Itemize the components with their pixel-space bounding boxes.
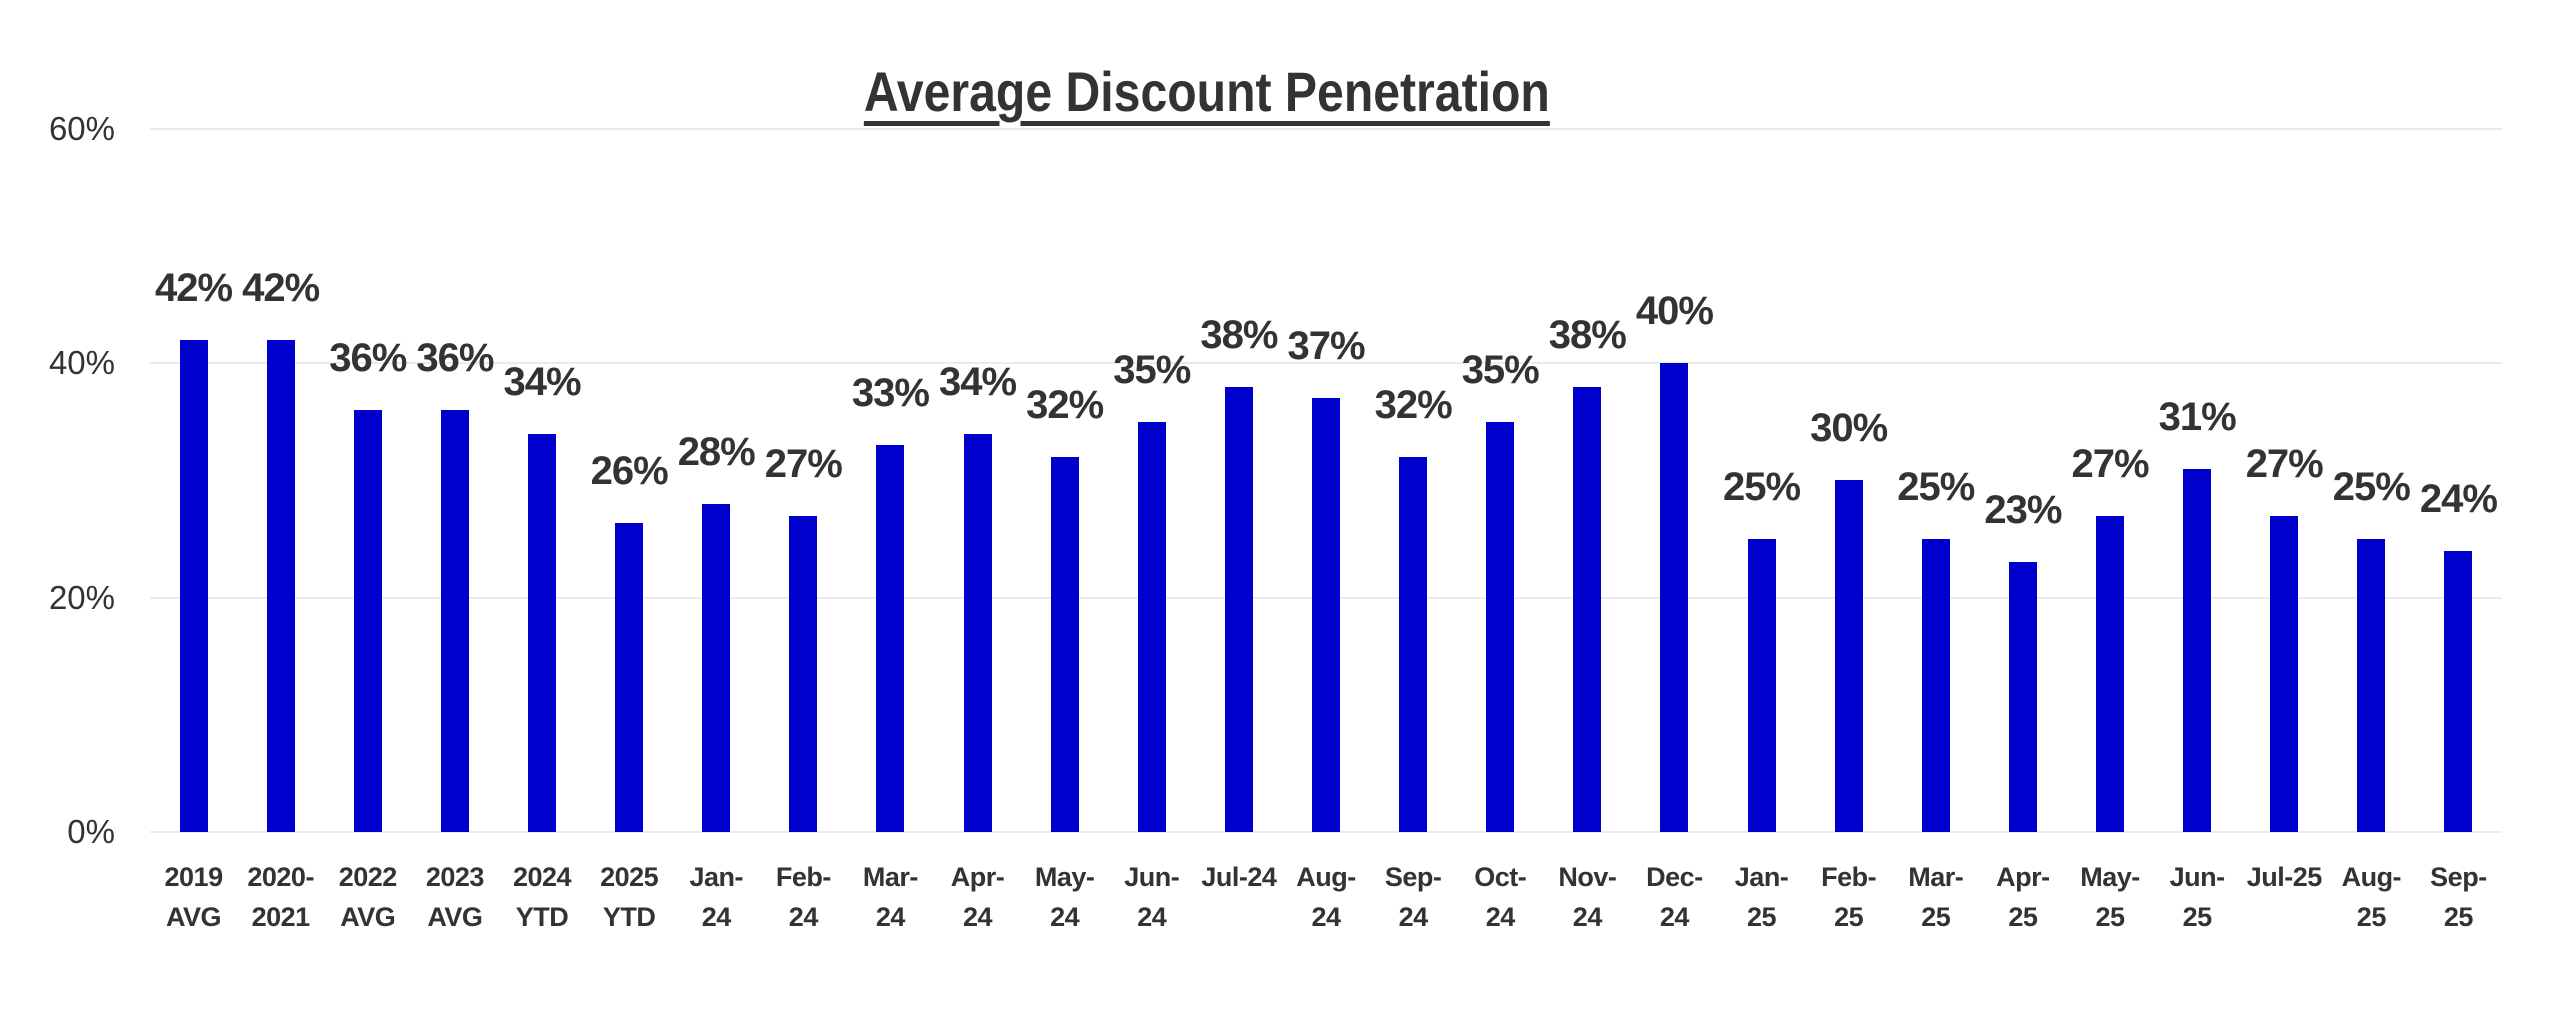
bar — [440, 410, 469, 832]
data-label: 33% — [851, 371, 930, 416]
data-label: 24% — [2419, 476, 2498, 521]
data-label: 32% — [1026, 382, 1104, 427]
data-label: 28% — [677, 429, 756, 474]
x-tick-label: 2020- 2021 — [247, 862, 314, 932]
data-label: 25% — [1897, 465, 1975, 509]
x-tick-label: Jan- 24 — [689, 862, 743, 932]
x-tick-label: Aug- 25 — [2341, 862, 2402, 932]
data-label: 40% — [1635, 289, 1714, 334]
data-label: 34% — [503, 359, 581, 404]
bar — [1747, 539, 1776, 832]
x-tick-label: Jun- 25 — [2169, 862, 2226, 932]
bar — [1050, 456, 1079, 832]
plot-area: 42% 2019 AVG 42% 2020- 2021 36% 2022 AVG 36% 20… — [150, 0, 2502, 1024]
data-label: 37% — [1287, 324, 1365, 369]
x-tick-label: 2023 AVG — [425, 862, 485, 932]
x-tick-label: 2019 AVG — [164, 862, 224, 932]
x-tick-label: Mar- 24 — [862, 862, 919, 932]
x-tick-label: Apr- 24 — [950, 862, 1005, 932]
x-tick-label: Mar- 25 — [1908, 862, 1964, 932]
x-tick-label: Apr- 25 — [1996, 862, 2050, 932]
bar — [789, 515, 818, 832]
x-tick-label: May- 24 — [1034, 862, 1095, 932]
x-tick-label: May- 25 — [2080, 862, 2140, 932]
x-tick-label: Oct- 24 — [1474, 862, 1527, 932]
x-tick-label: Dec- 24 — [1646, 862, 1703, 932]
x-tick-label: Nov- 24 — [1558, 862, 1617, 932]
x-tick-label: Sep- 24 — [1384, 862, 1442, 932]
y-tick-label: 60% — [48, 109, 115, 147]
x-tick-label: Jul-25 — [2246, 862, 2323, 892]
data-label: 35% — [1461, 347, 1540, 392]
data-label: 42% — [242, 265, 320, 310]
bar — [266, 339, 295, 832]
bar — [876, 445, 905, 832]
gridline — [150, 127, 2502, 130]
bar — [963, 433, 992, 832]
bar — [2444, 550, 2473, 832]
bar — [353, 410, 382, 832]
x-tick-label: Jul-24 — [1201, 862, 1277, 892]
gridline — [150, 362, 2502, 365]
bar — [179, 339, 208, 832]
bar — [1137, 421, 1166, 832]
bar — [2008, 562, 2037, 832]
bar — [528, 433, 556, 832]
bar — [1573, 386, 1602, 832]
data-label: 35% — [1113, 347, 1191, 392]
x-tick-label: Aug- 24 — [1296, 862, 1356, 932]
x-axis-baseline — [150, 831, 2502, 833]
data-label: 26% — [590, 448, 669, 493]
data-label: 30% — [1810, 406, 1888, 451]
x-tick-label: Sep- 25 — [2430, 862, 2487, 932]
data-label: 34% — [939, 359, 1017, 404]
bar — [1224, 386, 1253, 832]
bar — [1660, 363, 1689, 832]
data-label: 31% — [2158, 394, 2237, 439]
data-label: 36% — [416, 336, 494, 381]
x-tick-label: Jun- 24 — [1124, 862, 1180, 932]
data-label: 36% — [329, 336, 407, 381]
chart-title-text: Average Discount Penetration — [863, 60, 1550, 123]
bar — [1399, 456, 1428, 832]
data-label: 32% — [1374, 382, 1453, 427]
bar — [2270, 515, 2299, 832]
y-tick-label: 0% — [67, 813, 115, 850]
bar — [1486, 421, 1515, 832]
x-tick-label: 2022 AVG — [338, 862, 398, 932]
bar — [1921, 539, 1950, 832]
bar — [615, 522, 644, 832]
bar — [1834, 480, 1863, 832]
chart-title: Average Discount Penetration — [0, 52, 2414, 132]
y-tick-label: 20% — [48, 578, 115, 616]
data-label: 23% — [1984, 488, 2062, 533]
bar — [2096, 515, 2124, 832]
y-tick-label: 40% — [48, 344, 115, 382]
x-tick-label: 2024 YTD — [512, 862, 572, 932]
bar — [2183, 468, 2212, 832]
data-label: 42% — [155, 265, 233, 310]
data-label: 25% — [1723, 465, 1801, 509]
data-label: 27% — [764, 441, 843, 486]
x-tick-label: Jan- 25 — [1734, 862, 1789, 932]
data-label: 27% — [2071, 441, 2149, 486]
data-label: 38% — [1200, 312, 1278, 357]
data-label: 25% — [2332, 465, 2411, 509]
x-tick-label: Feb- 24 — [775, 862, 832, 932]
bar — [702, 503, 731, 832]
data-label: 38% — [1548, 312, 1627, 357]
bar — [1312, 398, 1340, 832]
bar — [2357, 539, 2386, 832]
x-tick-label: Feb- 25 — [1821, 862, 1877, 932]
x-tick-label: 2025 YTD — [600, 862, 659, 932]
data-label: 27% — [2245, 441, 2324, 486]
